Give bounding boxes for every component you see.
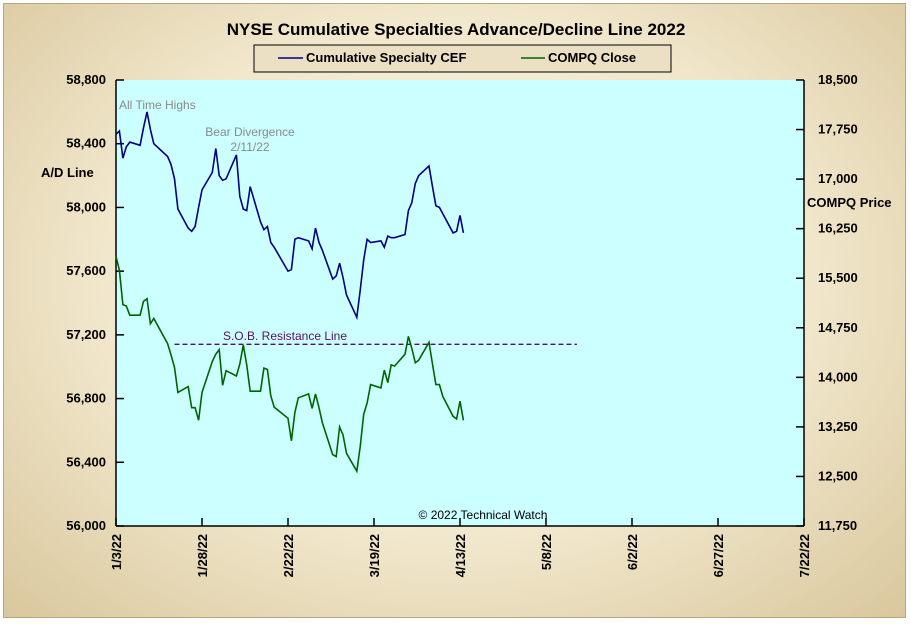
chart-title: NYSE Cumulative Specialties Advance/Decl… — [227, 20, 686, 39]
right-axis-label: COMPQ Price — [807, 195, 892, 210]
x-tick-label: 6/2/22 — [625, 534, 640, 570]
x-tick-label: 1/28/22 — [195, 534, 210, 577]
left-tick-label: 58,400 — [66, 136, 106, 151]
left-tick-label: 58,800 — [66, 72, 106, 87]
left-tick-label: 57,200 — [66, 327, 106, 342]
right-tick-label: 16,250 — [818, 221, 858, 236]
right-tick-label: 15,500 — [818, 270, 858, 285]
left-tick-label: 56,400 — [66, 454, 106, 469]
left-tick-label: 58,000 — [66, 199, 106, 214]
x-axis: 1/3/22 1/28/22 2/22/22 3/19/22 4/13/22 5/8/22… — [109, 518, 812, 577]
x-tick-label: 4/13/22 — [453, 534, 468, 577]
copyright-text: © 2022 Technical Watch — [419, 508, 548, 522]
legend: Cumulative Specialty CEF COMPQ Close — [253, 44, 672, 73]
x-tick-label: 1/3/22 — [109, 534, 124, 570]
plot-area — [116, 80, 804, 526]
annotation-resistance: S.O.B. Resistance Line — [223, 329, 347, 343]
x-tick-label: 6/27/22 — [711, 534, 726, 577]
left-tick-label: 56,000 — [66, 518, 106, 533]
legend-label-compq: COMPQ Close — [548, 50, 636, 65]
right-tick-label: 18,500 — [818, 72, 858, 87]
right-tick-label: 14,000 — [818, 369, 858, 384]
chart-frame: NYSE Cumulative Specialties Advance/Decl… — [3, 3, 906, 618]
annotation-bear-divergence: Bear Divergence — [205, 125, 295, 139]
series-line-cef — [115, 111, 465, 321]
right-tick-label: 17,000 — [818, 171, 858, 186]
right-tick-label: 13,250 — [818, 419, 858, 434]
right-axis: 18,500 17,750 17,000 16,250 15,500 14,750 14,0… — [796, 72, 858, 533]
x-tick-label: 5/8/22 — [539, 534, 554, 570]
x-tick-label: 2/22/22 — [281, 534, 296, 577]
left-axis-label: A/D Line — [41, 165, 94, 180]
annotation-bear-divergence-date: 2/11/22 — [230, 140, 269, 154]
right-tick-label: 14,750 — [818, 320, 858, 335]
series-line-compq — [115, 256, 465, 474]
annotation-all-time-highs: All Time Highs — [119, 98, 196, 112]
right-tick-label: 11,750 — [818, 518, 857, 533]
legend-label-cef: Cumulative Specialty CEF — [306, 50, 466, 65]
left-tick-label: 56,800 — [66, 391, 106, 406]
left-tick-label: 57,600 — [66, 263, 106, 278]
chart-svg: NYSE Cumulative Specialties Advance/Decl… — [41, 20, 892, 577]
right-tick-label: 17,750 — [818, 122, 858, 137]
left-axis: 58,800 58,400 58,000 57,600 57,200 56,800 56,4… — [66, 72, 124, 533]
right-tick-label: 12,500 — [818, 468, 858, 483]
x-tick-label: 7/22/22 — [797, 534, 812, 577]
x-tick-label: 3/19/22 — [367, 534, 382, 577]
legend-box — [253, 44, 672, 73]
